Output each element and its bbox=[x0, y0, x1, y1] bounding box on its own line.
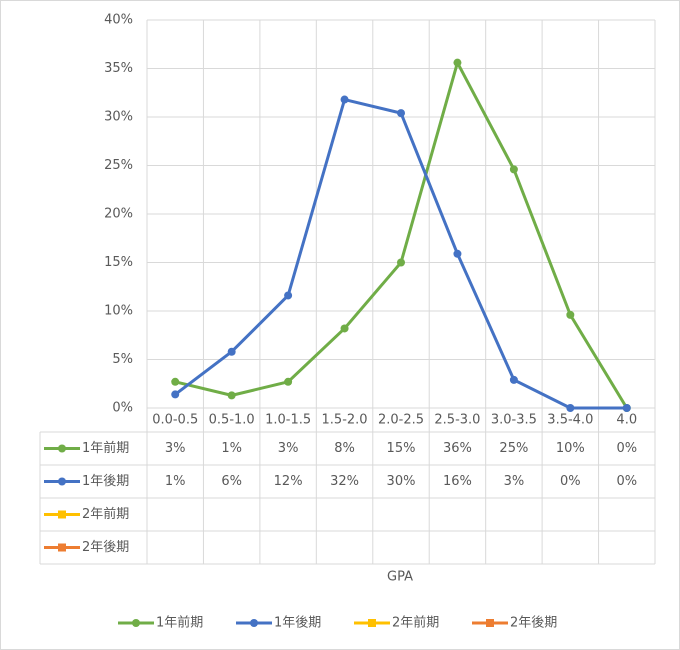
data-table-cell: 0% bbox=[560, 474, 581, 489]
x-tick-label: 0.5-1.0 bbox=[209, 413, 255, 428]
legend-text: 1年後期 bbox=[274, 616, 321, 631]
data-point bbox=[509, 165, 518, 174]
data-table-cell: 16% bbox=[443, 474, 472, 489]
data-table-cell: 3% bbox=[278, 441, 299, 456]
data-point bbox=[566, 404, 575, 412]
data-point bbox=[340, 95, 349, 104]
data-point bbox=[397, 258, 405, 267]
table-key-text: 1年前期 bbox=[82, 440, 129, 456]
x-tick-label: 4.0 bbox=[616, 413, 637, 428]
table-key-text: 2年前期 bbox=[82, 506, 129, 522]
data-point bbox=[227, 347, 236, 356]
legend-marker bbox=[486, 619, 494, 627]
data-table-cell: 6% bbox=[221, 474, 242, 489]
x-tick-label: 1.5-2.0 bbox=[322, 413, 368, 428]
legend-text: 1年前期 bbox=[156, 615, 203, 631]
table-key-marker bbox=[58, 444, 66, 453]
data-point bbox=[284, 291, 293, 300]
data-table-cell: 1% bbox=[165, 474, 186, 489]
legend-marker bbox=[250, 619, 258, 627]
data-point bbox=[509, 375, 518, 384]
table-key-marker bbox=[58, 543, 66, 552]
data-table-cell: 30% bbox=[387, 474, 416, 489]
y-tick-label: 40% bbox=[104, 13, 133, 28]
data-table-cell: 12% bbox=[274, 474, 303, 489]
data-table-cell: 15% bbox=[387, 441, 416, 456]
table-key-marker bbox=[58, 477, 66, 486]
y-tick-label: 35% bbox=[104, 61, 133, 76]
y-tick-label: 10% bbox=[104, 304, 133, 319]
data-table-cell: 0% bbox=[616, 441, 637, 456]
data-table-cell: 1% bbox=[221, 441, 242, 456]
data-point bbox=[171, 390, 180, 399]
data-table-cell: 0% bbox=[616, 474, 637, 489]
x-axis-title: GPA bbox=[387, 570, 413, 585]
data-point bbox=[453, 58, 462, 67]
x-tick-label: 1.0-1.5 bbox=[265, 413, 311, 428]
data-point bbox=[227, 391, 236, 400]
data-point bbox=[397, 109, 405, 118]
table-key-text: 2年後期 bbox=[82, 540, 129, 555]
data-table-cell: 3% bbox=[165, 441, 186, 456]
data-point bbox=[284, 377, 293, 386]
x-tick-label: 0.0-0.5 bbox=[152, 413, 198, 428]
y-tick-label: 25% bbox=[104, 158, 133, 173]
data-table-cell: 36% bbox=[443, 441, 472, 456]
x-tick-label: 3.0-3.5 bbox=[491, 413, 537, 428]
data-table-cell: 8% bbox=[334, 441, 355, 456]
table-key-text: 1年後期 bbox=[82, 474, 129, 489]
data-point bbox=[171, 377, 180, 386]
data-point bbox=[566, 310, 575, 319]
x-tick-label: 2.5-3.0 bbox=[434, 413, 480, 428]
y-tick-label: 20% bbox=[104, 207, 133, 222]
data-point bbox=[453, 249, 462, 258]
legend-text: 2年前期 bbox=[392, 615, 439, 631]
legend-text: 2年後期 bbox=[510, 616, 557, 631]
table-key-marker bbox=[58, 510, 66, 519]
data-table-cell: 32% bbox=[330, 474, 359, 489]
data-table-cell: 10% bbox=[556, 441, 585, 456]
y-tick-label: 30% bbox=[104, 110, 133, 125]
y-tick-label: 5% bbox=[112, 352, 133, 367]
data-point bbox=[340, 324, 349, 333]
y-tick-label: 0% bbox=[112, 401, 133, 416]
data-table-cell: 25% bbox=[499, 441, 528, 456]
legend-marker bbox=[132, 619, 140, 627]
data-table-cell: 3% bbox=[504, 474, 525, 489]
y-tick-label: 15% bbox=[104, 255, 133, 270]
legend-marker bbox=[368, 619, 376, 627]
x-tick-label: 2.0-2.5 bbox=[378, 413, 424, 428]
x-tick-label: 3.5-4.0 bbox=[547, 413, 593, 428]
data-point bbox=[622, 404, 631, 412]
